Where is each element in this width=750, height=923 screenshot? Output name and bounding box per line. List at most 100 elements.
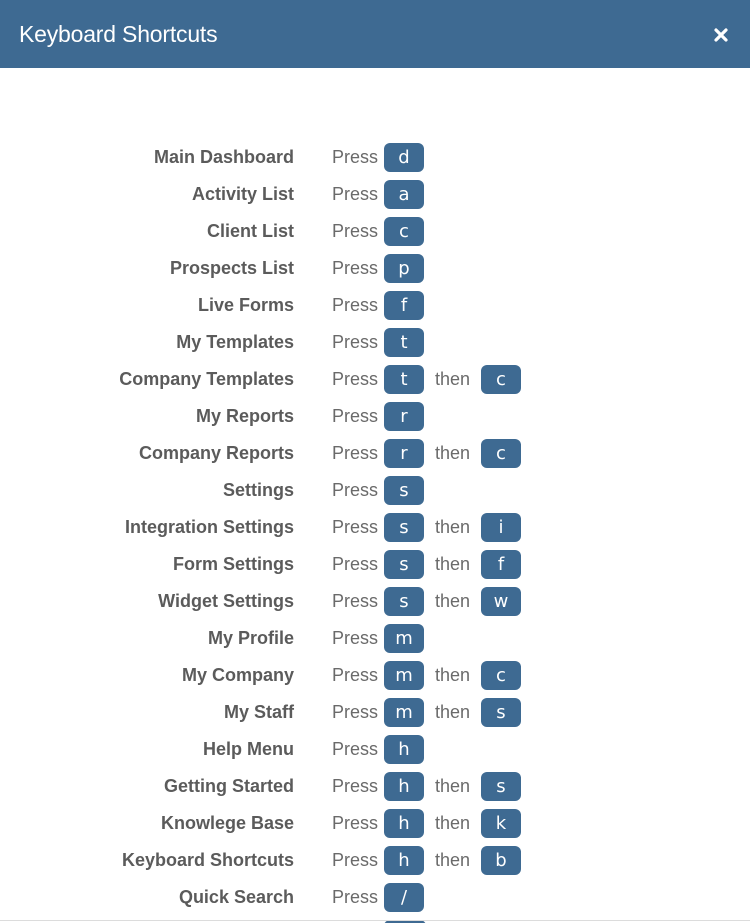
shortcut-label: My Profile xyxy=(207,628,294,648)
shortcut-label: My Company xyxy=(181,665,294,685)
then-text: then xyxy=(434,517,471,537)
press-text: Press xyxy=(332,443,379,463)
press-text: Press xyxy=(332,776,379,796)
press-text: Press xyxy=(332,739,379,759)
shortcut-label: Main Dashboard xyxy=(153,147,294,167)
then-text: then xyxy=(434,850,471,870)
shortcut-row: Form Settings Press s then f xyxy=(0,546,750,583)
shortcut-label: Quick Search xyxy=(178,887,294,907)
then-text: then xyxy=(434,591,471,611)
key-badge: r xyxy=(384,439,424,468)
shortcut-label: Knowlege Base xyxy=(160,813,294,833)
shortcut-label: Prospects List xyxy=(169,258,294,278)
shortcut-label: Company Reports xyxy=(138,443,294,463)
press-text: Press xyxy=(332,591,379,611)
key-badge: d xyxy=(384,143,424,172)
shortcut-row: Knowlege Base Press h then k xyxy=(0,805,750,842)
press-text: Press xyxy=(332,850,379,870)
key-badge: c xyxy=(481,365,521,394)
press-text: Press xyxy=(332,406,379,426)
shortcut-label: Help Menu xyxy=(202,739,294,759)
then-text: then xyxy=(434,813,471,833)
key-badge: t xyxy=(384,365,424,394)
shortcut-row: Quick Search Press / xyxy=(0,879,750,916)
press-text: Press xyxy=(332,813,379,833)
shortcut-row: Live Forms Press f xyxy=(0,287,750,324)
shortcut-label: Company Templates xyxy=(119,369,294,389)
then-text: then xyxy=(434,369,471,389)
key-badge: h xyxy=(384,846,424,875)
shortcut-label: Live Forms xyxy=(197,295,294,315)
shortcut-label: Widget Settings xyxy=(158,591,294,611)
key-badge: s xyxy=(481,698,521,727)
shortcut-row: Widget Settings Press s then w xyxy=(0,583,750,620)
key-badge: t xyxy=(384,328,424,357)
shortcut-row: Getting Started Press h then s xyxy=(0,768,750,805)
key-badge: i xyxy=(481,513,521,542)
key-badge: m xyxy=(384,661,424,690)
close-icon xyxy=(714,28,728,42)
press-text: Press xyxy=(332,258,379,278)
then-text: then xyxy=(434,665,471,685)
key-badge: b xyxy=(481,846,521,875)
shortcut-row: My Reports Press r xyxy=(0,398,750,435)
shortcut-row: Main Dashboard Press d xyxy=(0,139,750,176)
key-badge: h xyxy=(384,735,424,764)
then-text: then xyxy=(434,443,471,463)
key-badge: c xyxy=(384,217,424,246)
press-text: Press xyxy=(332,887,379,907)
shortcut-label: Activity List xyxy=(191,184,294,204)
modal-header: Keyboard Shortcuts xyxy=(0,0,750,68)
press-text: Press xyxy=(332,517,379,537)
press-text: Press xyxy=(332,665,379,685)
shortcut-row: My Staff Press m then s xyxy=(0,694,750,731)
key-badge: s xyxy=(384,587,424,616)
shortcut-label: Form Settings xyxy=(172,554,294,574)
press-text: Press xyxy=(332,221,379,241)
shortcut-label: My Reports xyxy=(195,406,294,426)
key-badge: esc xyxy=(384,920,427,923)
press-text: Press xyxy=(332,628,379,648)
modal-footer-divider xyxy=(0,920,750,921)
shortcut-label: Keyboard Shortcuts xyxy=(121,850,294,870)
press-text: Press xyxy=(332,295,379,315)
shortcut-row: Help Menu Press h xyxy=(0,731,750,768)
key-badge: f xyxy=(384,291,424,320)
shortcut-row: My Profile Press m xyxy=(0,620,750,657)
key-badge: k xyxy=(481,809,521,838)
key-badge: r xyxy=(384,402,424,431)
key-badge: p xyxy=(384,254,424,283)
key-badge: h xyxy=(384,809,424,838)
key-badge: s xyxy=(481,772,521,801)
shortcut-label: Getting Started xyxy=(163,776,294,796)
shortcut-row: My Templates Press t xyxy=(0,324,750,361)
shortcut-label: Integration Settings xyxy=(124,517,294,537)
key-badge: s xyxy=(384,550,424,579)
press-text: Press xyxy=(332,480,379,500)
shortcut-row: Close Modal WindowPressesc xyxy=(0,916,750,923)
shortcut-label: My Templates xyxy=(176,332,294,352)
shortcut-list: Main Dashboard Press d Activity List Press a C… xyxy=(0,68,750,923)
shortcut-label: Settings xyxy=(222,480,294,500)
key-badge: s xyxy=(384,513,424,542)
key-badge: m xyxy=(384,698,424,727)
key-badge: / xyxy=(384,883,424,912)
shortcut-row: Company Reports Press r then c xyxy=(0,435,750,472)
close-button[interactable] xyxy=(709,23,733,47)
press-text: Press xyxy=(332,554,379,574)
key-badge: w xyxy=(481,587,521,616)
press-text: Press xyxy=(332,702,379,722)
key-badge: m xyxy=(384,624,424,653)
key-badge: s xyxy=(384,476,424,505)
shortcut-row: Keyboard Shortcuts Press h then b xyxy=(0,842,750,879)
then-text: then xyxy=(434,776,471,796)
shortcut-row: Integration Settings Press s then i xyxy=(0,509,750,546)
shortcut-label: My Staff xyxy=(223,702,294,722)
press-text: Press xyxy=(332,332,379,352)
key-badge: c xyxy=(481,661,521,690)
press-text: Press xyxy=(332,147,379,167)
shortcut-row: Company Templates Press t then c xyxy=(0,361,750,398)
then-text: then xyxy=(434,702,471,722)
key-badge: f xyxy=(481,550,521,579)
